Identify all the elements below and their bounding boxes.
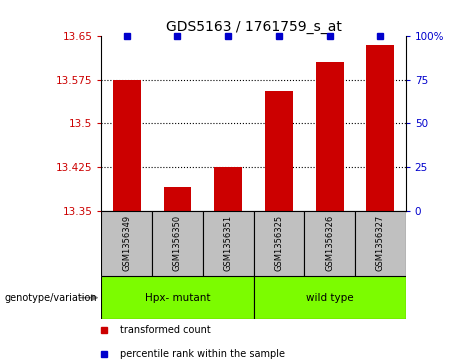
Title: GDS5163 / 1761759_s_at: GDS5163 / 1761759_s_at [165, 20, 342, 34]
Bar [265, 91, 293, 211]
Bar [164, 187, 191, 211]
Bar [214, 167, 242, 211]
Bar [254, 211, 304, 276]
Text: Hpx- mutant: Hpx- mutant [145, 293, 210, 303]
Text: percentile rank within the sample: percentile rank within the sample [120, 349, 285, 359]
Text: GSM1356326: GSM1356326 [325, 215, 334, 271]
Bar [304, 211, 355, 276]
Text: GSM1356349: GSM1356349 [122, 215, 131, 271]
Text: transformed count: transformed count [120, 325, 210, 335]
Bar [203, 211, 254, 276]
Bar [316, 62, 343, 211]
Bar [101, 211, 152, 276]
Bar [366, 45, 394, 211]
Text: genotype/variation: genotype/variation [5, 293, 97, 303]
Bar [113, 80, 141, 211]
Bar [254, 276, 406, 319]
Text: GSM1356327: GSM1356327 [376, 215, 385, 271]
Text: GSM1356351: GSM1356351 [224, 215, 233, 271]
Bar [355, 211, 406, 276]
Text: GSM1356325: GSM1356325 [274, 215, 284, 271]
Bar [152, 211, 203, 276]
Text: GSM1356350: GSM1356350 [173, 215, 182, 271]
Text: wild type: wild type [306, 293, 354, 303]
Bar [101, 276, 254, 319]
